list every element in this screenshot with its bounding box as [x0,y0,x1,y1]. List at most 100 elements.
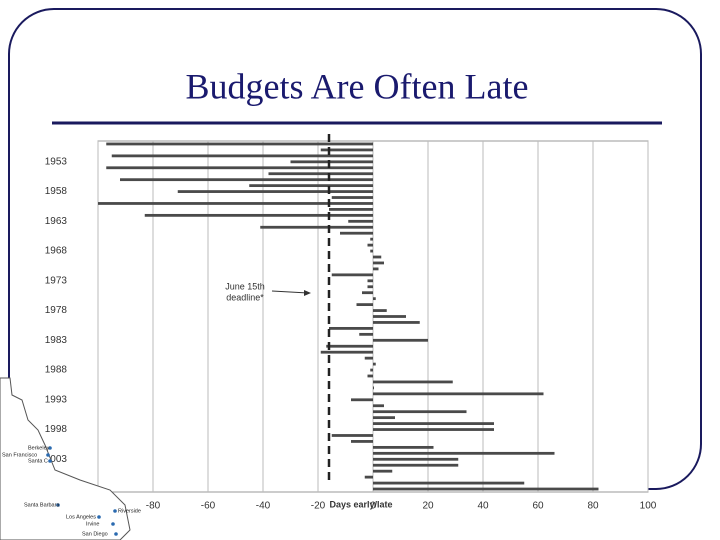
bar [329,326,373,330]
bar [348,219,373,223]
bar [370,237,373,241]
map-city [48,459,52,463]
y-tick-label: 1993 [45,394,68,405]
map-city [113,509,117,513]
x-tick-label: 60 [532,501,544,512]
map-label: Santa Barbara [24,502,60,508]
bar [373,445,434,449]
bar [373,380,453,384]
map-label: Santa C [28,458,48,464]
y-tick-label: 1958 [45,186,68,197]
bar [373,392,544,396]
bar [373,469,393,473]
map-label: Riverside [118,508,141,514]
bar [260,225,373,229]
x-tick-label: 100 [640,501,657,512]
map-city [48,446,52,450]
bar [373,410,467,414]
bar [373,463,459,467]
map-label: Los Angeles [66,514,96,520]
bar [364,475,373,479]
bar [340,231,373,235]
map-outline [0,377,131,540]
map-label: Berkeley [28,445,50,451]
bar [351,440,373,443]
arrow-head [304,290,311,296]
map-city [46,453,50,457]
annotation: June 15th [225,281,265,291]
bar [367,243,373,247]
bar [373,309,387,312]
y-tick-label: 1988 [45,365,68,376]
x-axis-label: Days early/late [329,499,392,509]
bar [373,481,525,485]
bar [364,356,373,360]
bar [373,422,494,425]
bar [329,208,373,211]
bar [326,344,373,348]
bar [373,315,406,318]
bar [120,178,373,182]
bar [373,416,395,420]
x-tick-label: 20 [422,501,434,512]
bar [373,297,376,301]
bar [373,457,459,461]
bar [249,184,373,188]
x-tick-label: 80 [587,501,599,512]
bar [106,142,373,146]
annotation: deadline* [226,292,264,302]
y-tick-label: 1998 [45,424,68,435]
bar [356,303,373,307]
bar [367,279,373,283]
map-city [111,522,115,526]
bar [98,202,373,205]
y-tick-label: 2003 [45,454,68,465]
y-tick-label: 1968 [45,246,68,257]
bar [373,362,376,366]
bar [373,321,420,324]
bar [370,368,373,372]
map-city [97,515,101,519]
bar [111,154,373,158]
bar [373,451,555,455]
bar [351,398,373,402]
bar [373,261,384,265]
bar [268,172,373,176]
map-label: San Francisco [2,452,37,458]
bar [320,350,373,354]
y-tick-label: 1973 [45,275,68,286]
y-tick-label: 1978 [45,305,68,316]
bar [144,213,373,217]
bar [373,404,384,408]
bar [320,148,373,152]
map-label: Irvine [86,521,99,527]
bar [373,338,428,342]
y-tick-label: 1953 [45,156,68,167]
annotation-arrow [271,290,309,294]
bar [177,190,373,193]
bar [367,285,373,289]
y-tick-label: 1963 [45,216,68,227]
bar [367,374,373,378]
bar [373,255,382,259]
bar [359,332,373,336]
bar [373,428,494,431]
bar [362,291,373,295]
bar [370,249,373,253]
x-tick-label: 0 [370,501,376,512]
x-tick-label: -20 [311,501,326,512]
bar [373,386,374,390]
bar [331,196,373,199]
bar [331,273,373,277]
bar [290,160,373,164]
bar [373,267,379,271]
map-label: San Diego [82,531,108,537]
map-city [114,532,118,536]
bar [331,434,373,437]
x-tick-label: -80 [146,501,161,512]
map-city [56,503,60,507]
bar [106,166,373,170]
x-tick-label: -60 [201,501,216,512]
